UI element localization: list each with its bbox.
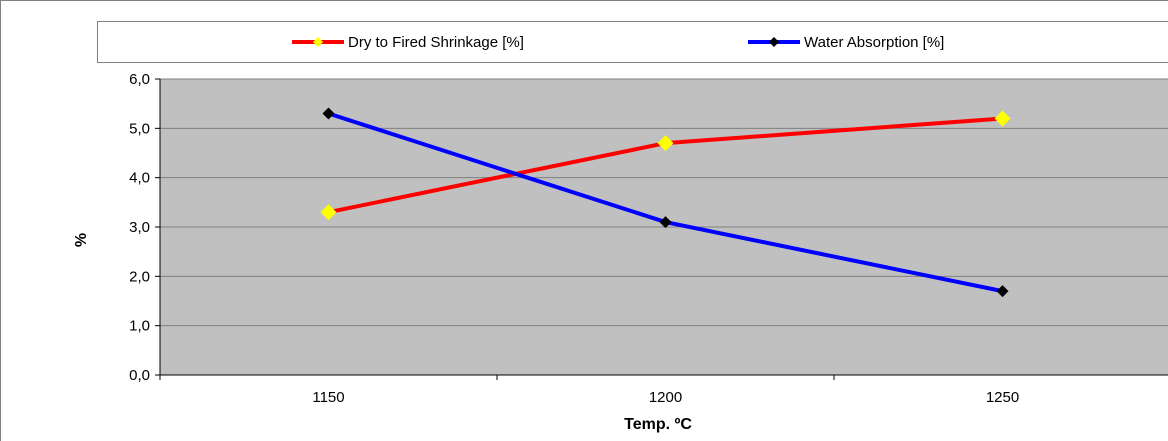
legend: Dry to Fired Shrinkage [%] Water Absorpti… [292, 34, 944, 51]
y-tick-label: 3,0 [129, 219, 150, 236]
y-axis-title: % [73, 233, 90, 247]
axes [155, 78, 1168, 380]
data-point [320, 204, 337, 221]
data-point [657, 135, 674, 152]
legend-box [97, 21, 1168, 63]
x-axis-title: Temp. ºC [624, 416, 692, 433]
x-tick-label: 1200 [649, 389, 682, 406]
data-point [659, 216, 672, 229]
x-tick-labels: 1150 1200 1250 [312, 389, 1019, 406]
legend-swatch-marker [769, 37, 779, 47]
y-tick-labels: 0,0 1,0 2,0 3,0 4,0 5,0 6,0 [129, 71, 150, 384]
y-tick-label: 6,0 [129, 71, 150, 88]
gridlines [160, 127, 1168, 327]
data-point [996, 285, 1009, 298]
legend-swatch-marker [313, 37, 323, 47]
y-tick-label: 5,0 [129, 120, 150, 137]
y-tick-label: 1,0 [129, 318, 150, 335]
x-tick-label: 1250 [986, 389, 1019, 406]
legend-label: Dry to Fired Shrinkage [%] [348, 34, 524, 51]
data-point [994, 110, 1011, 127]
y-tick-label: 4,0 [129, 170, 150, 187]
markers [320, 107, 1011, 298]
legend-label: Water Absorption [%] [804, 34, 944, 51]
y-tick-label: 2,0 [129, 268, 150, 285]
y-tick-label: 0,0 [129, 367, 150, 384]
data-point [322, 107, 335, 120]
x-tick-label: 1150 [312, 389, 344, 406]
